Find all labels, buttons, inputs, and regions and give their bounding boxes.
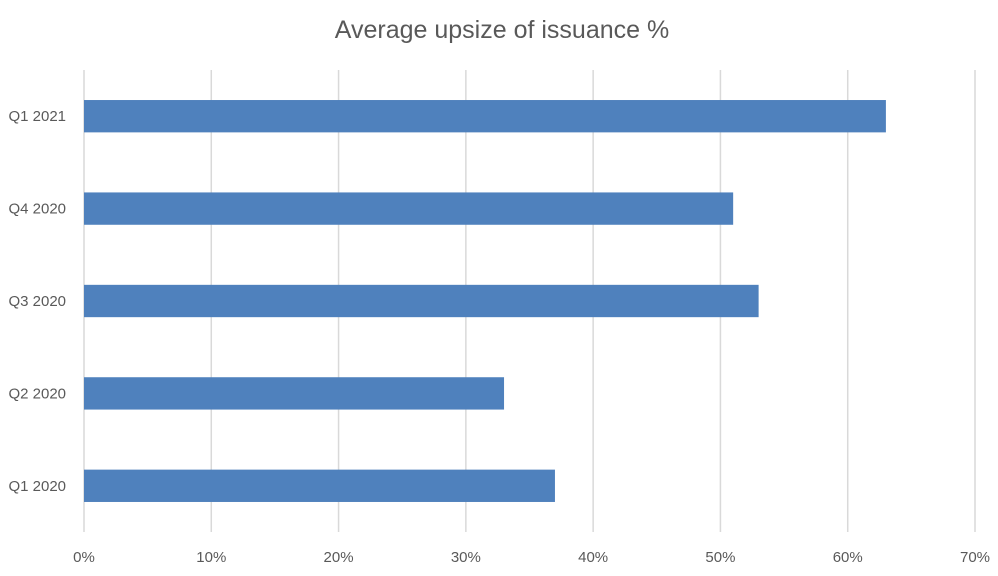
x-tick-label: 70% — [960, 549, 990, 566]
x-tick-label: 60% — [833, 549, 863, 566]
bar — [84, 284, 759, 318]
x-tick-label: 50% — [705, 549, 735, 566]
bar — [84, 377, 505, 410]
x-tick-label: 40% — [578, 549, 608, 566]
chart-title: Average upsize of issuance % — [335, 16, 669, 44]
category-label: Q1 2021 — [8, 108, 66, 125]
category-label: Q3 2020 — [8, 293, 66, 310]
bar — [84, 469, 555, 502]
x-tick-label: 20% — [324, 549, 354, 566]
x-tick-label: 10% — [196, 549, 226, 566]
x-tick-label: 30% — [451, 549, 481, 566]
bar — [84, 100, 886, 133]
bar — [84, 192, 734, 225]
value-axis: 0% 10% 20% 30% 40% 50% 60% 70% — [73, 549, 990, 566]
category-label: Q2 2020 — [8, 385, 66, 402]
category-label: Q4 2020 — [8, 201, 66, 218]
bars — [84, 100, 886, 502]
x-tick-label: 0% — [73, 549, 95, 566]
category-label: Q1 2020 — [8, 478, 66, 495]
category-axis: Q1 2021 Q4 2020 Q3 2020 Q2 2020 Q1 2020 — [8, 108, 66, 495]
